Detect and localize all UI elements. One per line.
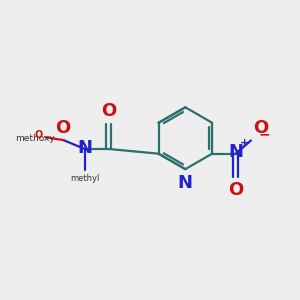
Text: +: + <box>240 138 250 148</box>
Text: methyl: methyl <box>70 174 99 183</box>
Text: O: O <box>35 130 43 140</box>
Text: N: N <box>178 174 193 192</box>
Text: N: N <box>77 139 92 157</box>
Text: −: − <box>259 128 270 142</box>
Text: methoxy: methoxy <box>15 134 55 143</box>
Text: O: O <box>228 181 243 199</box>
Text: O: O <box>101 102 116 120</box>
Text: O: O <box>253 119 268 137</box>
Text: N: N <box>228 143 243 161</box>
Text: O: O <box>55 119 70 137</box>
